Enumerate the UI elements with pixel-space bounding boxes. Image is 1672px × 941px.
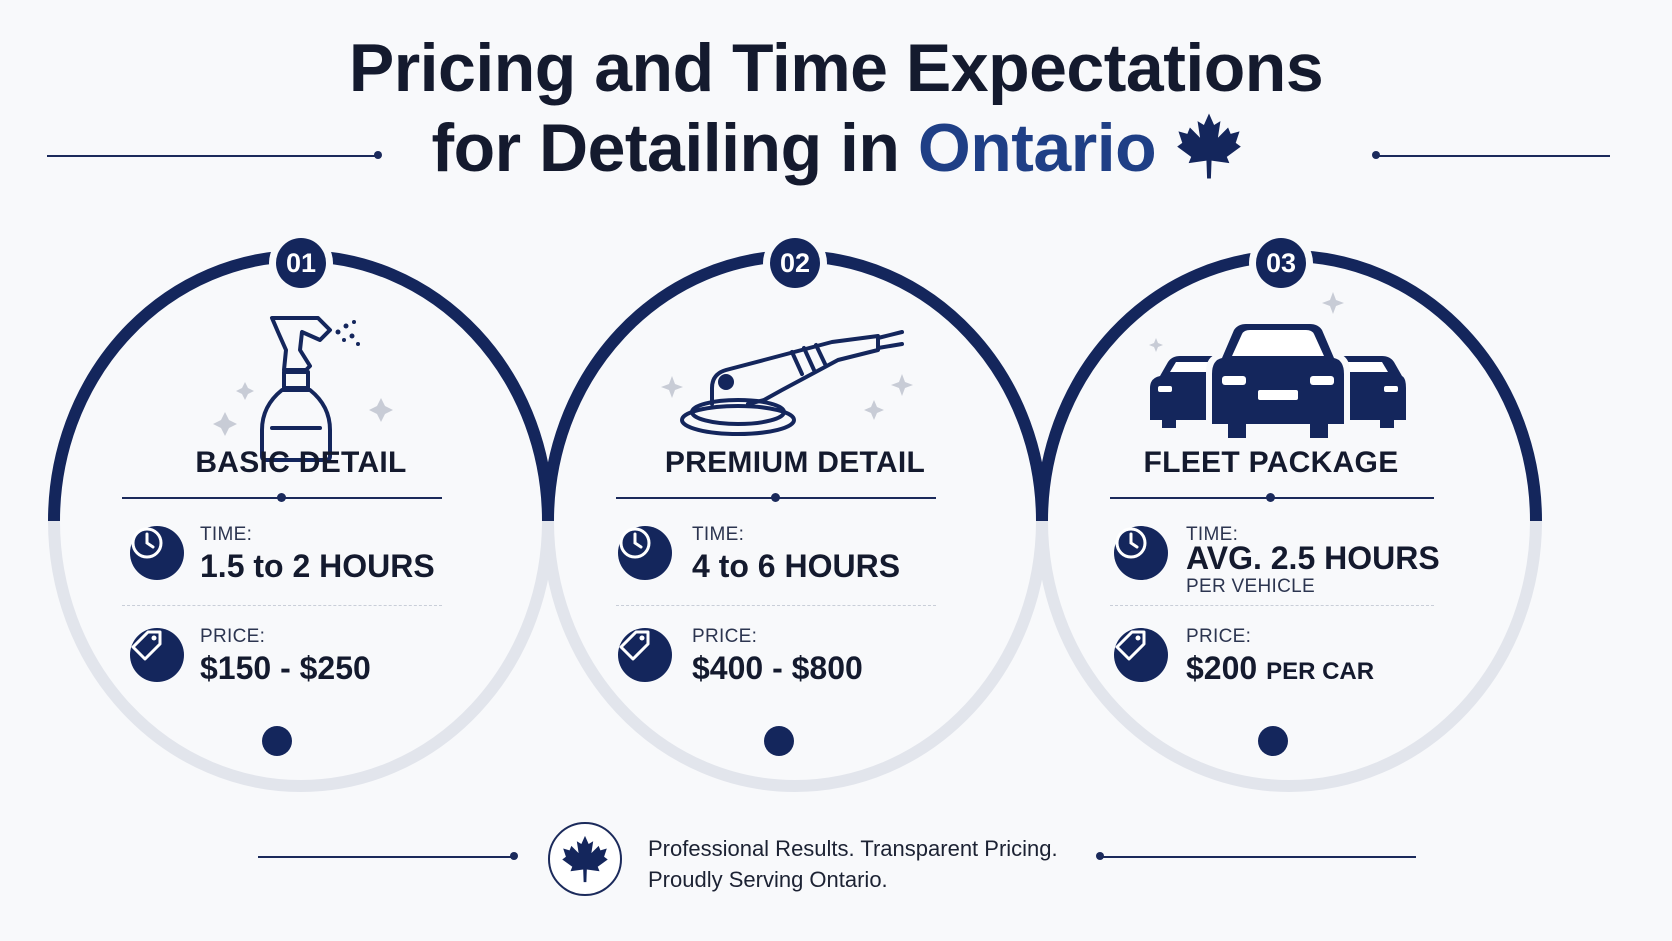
clock-icon (131, 527, 163, 559)
price-tag-icon (131, 630, 162, 661)
card-bottom-dot (1258, 726, 1288, 756)
service-card-premium: 02 PREMIUM DETAIL TIME: 4 to 6 HOURS (542, 238, 1048, 792)
card-separator (122, 605, 442, 606)
card-separator (616, 605, 936, 606)
price-label: PRICE: (692, 626, 758, 647)
card-bottom-dot (262, 726, 292, 756)
spray-bottle-icon (213, 316, 393, 462)
card-divider-dot (771, 493, 780, 502)
price-value: $150 - $250 (200, 650, 371, 686)
price-value: $400 - $800 (692, 650, 863, 686)
time-value: 4 to 6 HOURS (692, 548, 901, 584)
card-separator (1110, 605, 1434, 606)
card-title: FLEET PACKAGE (1143, 446, 1399, 479)
footer-rule-left-dot (510, 852, 518, 860)
maple-leaf-icon (1176, 113, 1241, 179)
card-number-badge: 02 (770, 238, 820, 288)
header-rule-right (1378, 155, 1610, 157)
footer-tagline: Professional Results. Transparent Pricin… (648, 833, 1058, 895)
price-label: PRICE: (1186, 626, 1252, 647)
time-label: TIME: (692, 524, 745, 545)
price-tag-icon (619, 630, 650, 661)
time-badge (1114, 526, 1168, 580)
clock-icon (1115, 527, 1147, 559)
price-badge (618, 628, 672, 682)
time-label: TIME: (200, 524, 253, 545)
service-card-basic: 01 BASIC DETAIL TIME: 1.5 to 2 HOURS (48, 238, 554, 792)
card-divider-dot (277, 493, 286, 502)
card-divider-dot (1266, 493, 1275, 502)
footer-rule-right-dot (1096, 852, 1104, 860)
polisher-icon (661, 330, 913, 436)
price-tag-icon (1115, 630, 1146, 661)
footer-line2: Proudly Serving Ontario. (648, 867, 888, 892)
clock-icon (619, 527, 651, 559)
page-title-line2: for Detailing in Ontario (0, 108, 1672, 188)
footer-line1: Professional Results. Transparent Pricin… (648, 836, 1058, 861)
header-rule-left-dot (374, 151, 382, 159)
time-badge (130, 526, 184, 580)
header-rule-left (47, 155, 377, 157)
cars-icon (1149, 292, 1406, 438)
card-title: BASIC DETAIL (195, 446, 407, 479)
time-value: 1.5 to 2 HOURS (200, 548, 435, 584)
page-title-line1: Pricing and Time Expectations (348, 30, 1324, 106)
footer-maple-badge (548, 822, 622, 896)
card-bottom-dot (764, 726, 794, 756)
price-label: PRICE: (200, 626, 266, 647)
service-card-fleet: 03 FLEET PACKAGE (1036, 238, 1542, 792)
price-value-row: $200 PER CAR (1186, 650, 1374, 687)
price-suffix: PER CAR (1266, 658, 1375, 685)
card-number-badge: 03 (1256, 238, 1306, 288)
maple-leaf-icon (562, 835, 608, 883)
title-highlight: Ontario (917, 110, 1157, 186)
time-label: TIME: (1186, 524, 1239, 545)
footer-rule-right (1102, 856, 1416, 858)
price-value: $200 (1186, 650, 1258, 686)
footer-rule-left (258, 856, 512, 858)
price-badge (130, 628, 184, 682)
time-value: AVG. 2.5 HOURS (1186, 540, 1440, 576)
header-rule-right-dot (1372, 151, 1380, 159)
time-sub-label: PER VEHICLE (1186, 576, 1315, 597)
price-badge (1114, 628, 1168, 682)
title-prefix: for Detailing in (431, 110, 900, 186)
card-title: PREMIUM DETAIL (664, 446, 926, 479)
time-badge (618, 526, 672, 580)
card-number-badge: 01 (276, 238, 326, 288)
